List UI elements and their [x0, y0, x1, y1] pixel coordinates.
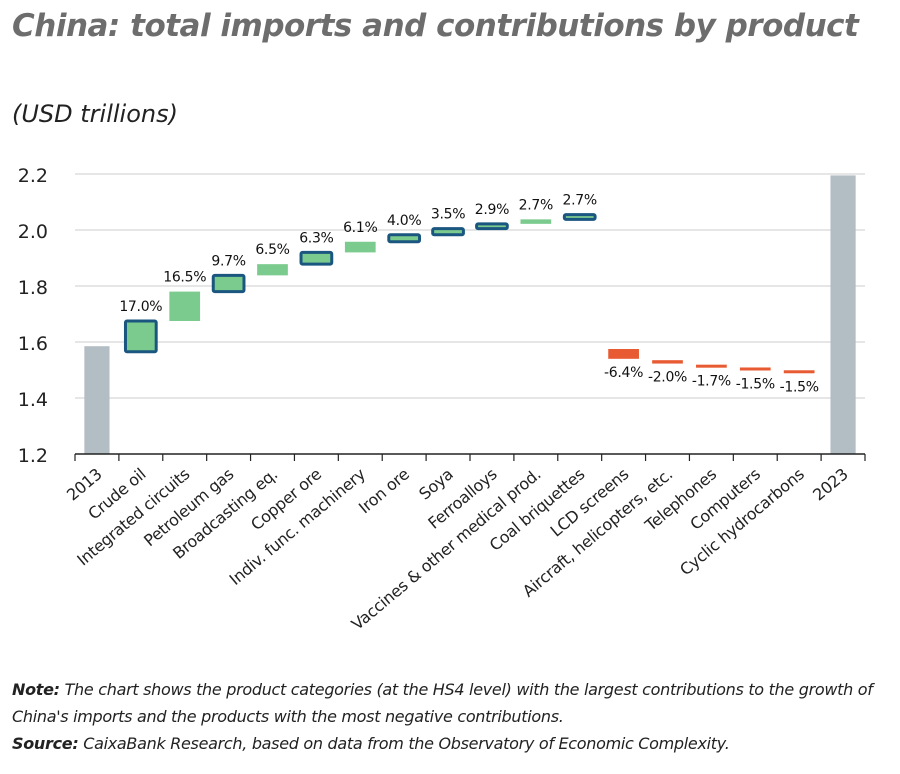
chart-subtitle: (USD trillions): [12, 100, 178, 128]
waterfall-bar: [123, 319, 158, 354]
waterfall-bar: [344, 241, 376, 253]
waterfall-bar: [739, 367, 771, 371]
waterfall-bar: [520, 219, 552, 224]
bar-value-label: 3.5%: [431, 207, 465, 223]
x-category-label: Iron ore: [355, 465, 413, 518]
bar-value-label: -6.4%: [604, 365, 643, 381]
y-tick-label: 2.0: [18, 221, 48, 243]
waterfall-bar: [696, 364, 727, 368]
bar-value-label: -2.0%: [648, 370, 687, 386]
y-tick-label: 1.8: [18, 277, 48, 299]
waterfall-bar: [84, 346, 110, 454]
x-category-label: 2023: [809, 465, 851, 505]
waterfall-bar: [608, 349, 639, 359]
y-tick-label: 1.2: [18, 445, 48, 467]
y-tick-label: 1.4: [18, 389, 48, 411]
source-text: CaixaBank Research, based on data from t…: [78, 734, 730, 753]
waterfall-bar: [562, 213, 597, 221]
bar-value-label: 6.3%: [299, 230, 333, 246]
bar-value-label: -1.5%: [780, 379, 819, 395]
waterfall-bar: [783, 370, 815, 374]
waterfall-bar: [652, 360, 683, 364]
waterfall-bar: [475, 222, 509, 231]
bar-value-label: 2.7%: [519, 197, 553, 213]
bar-value-label: 17.0%: [119, 299, 162, 315]
waterfall-chart: 1.2 1.4 1.6 1.8 2.0 2.2 17.0%16.5% 9.7% 6.5% 6.3%…: [18, 165, 866, 634]
waterfall-bar: [169, 291, 201, 321]
bar-value-label: 6.5%: [255, 242, 289, 258]
y-tick-label: 1.6: [18, 333, 48, 355]
bar-value-label: -1.7%: [692, 374, 731, 390]
note-text: The chart shows the product categories (…: [12, 680, 873, 726]
bar-value-label: 9.7%: [211, 253, 245, 269]
bar-value-label: 16.5%: [163, 270, 206, 286]
note-label: Note:: [12, 680, 60, 699]
waterfall-bar: [211, 273, 246, 294]
source-label: Source:: [12, 734, 79, 753]
bar-value-label: -1.5%: [736, 376, 775, 392]
y-tick-label: 2.2: [18, 165, 48, 187]
bar-value-label: 6.1%: [343, 220, 377, 236]
chart-footer: Note: The chart shows the product catego…: [12, 676, 892, 757]
waterfall-bar: [830, 175, 856, 454]
bar-value-label: 2.7%: [563, 193, 597, 209]
waterfall-bar: [431, 227, 465, 237]
bar-value-label: 2.9%: [475, 202, 509, 218]
waterfall-bar: [257, 264, 288, 276]
waterfall-bar: [387, 233, 422, 244]
bar-value-label: 4.0%: [387, 213, 421, 229]
chart-title: China: total imports and contributions b…: [12, 8, 859, 44]
waterfall-bar: [299, 250, 334, 266]
